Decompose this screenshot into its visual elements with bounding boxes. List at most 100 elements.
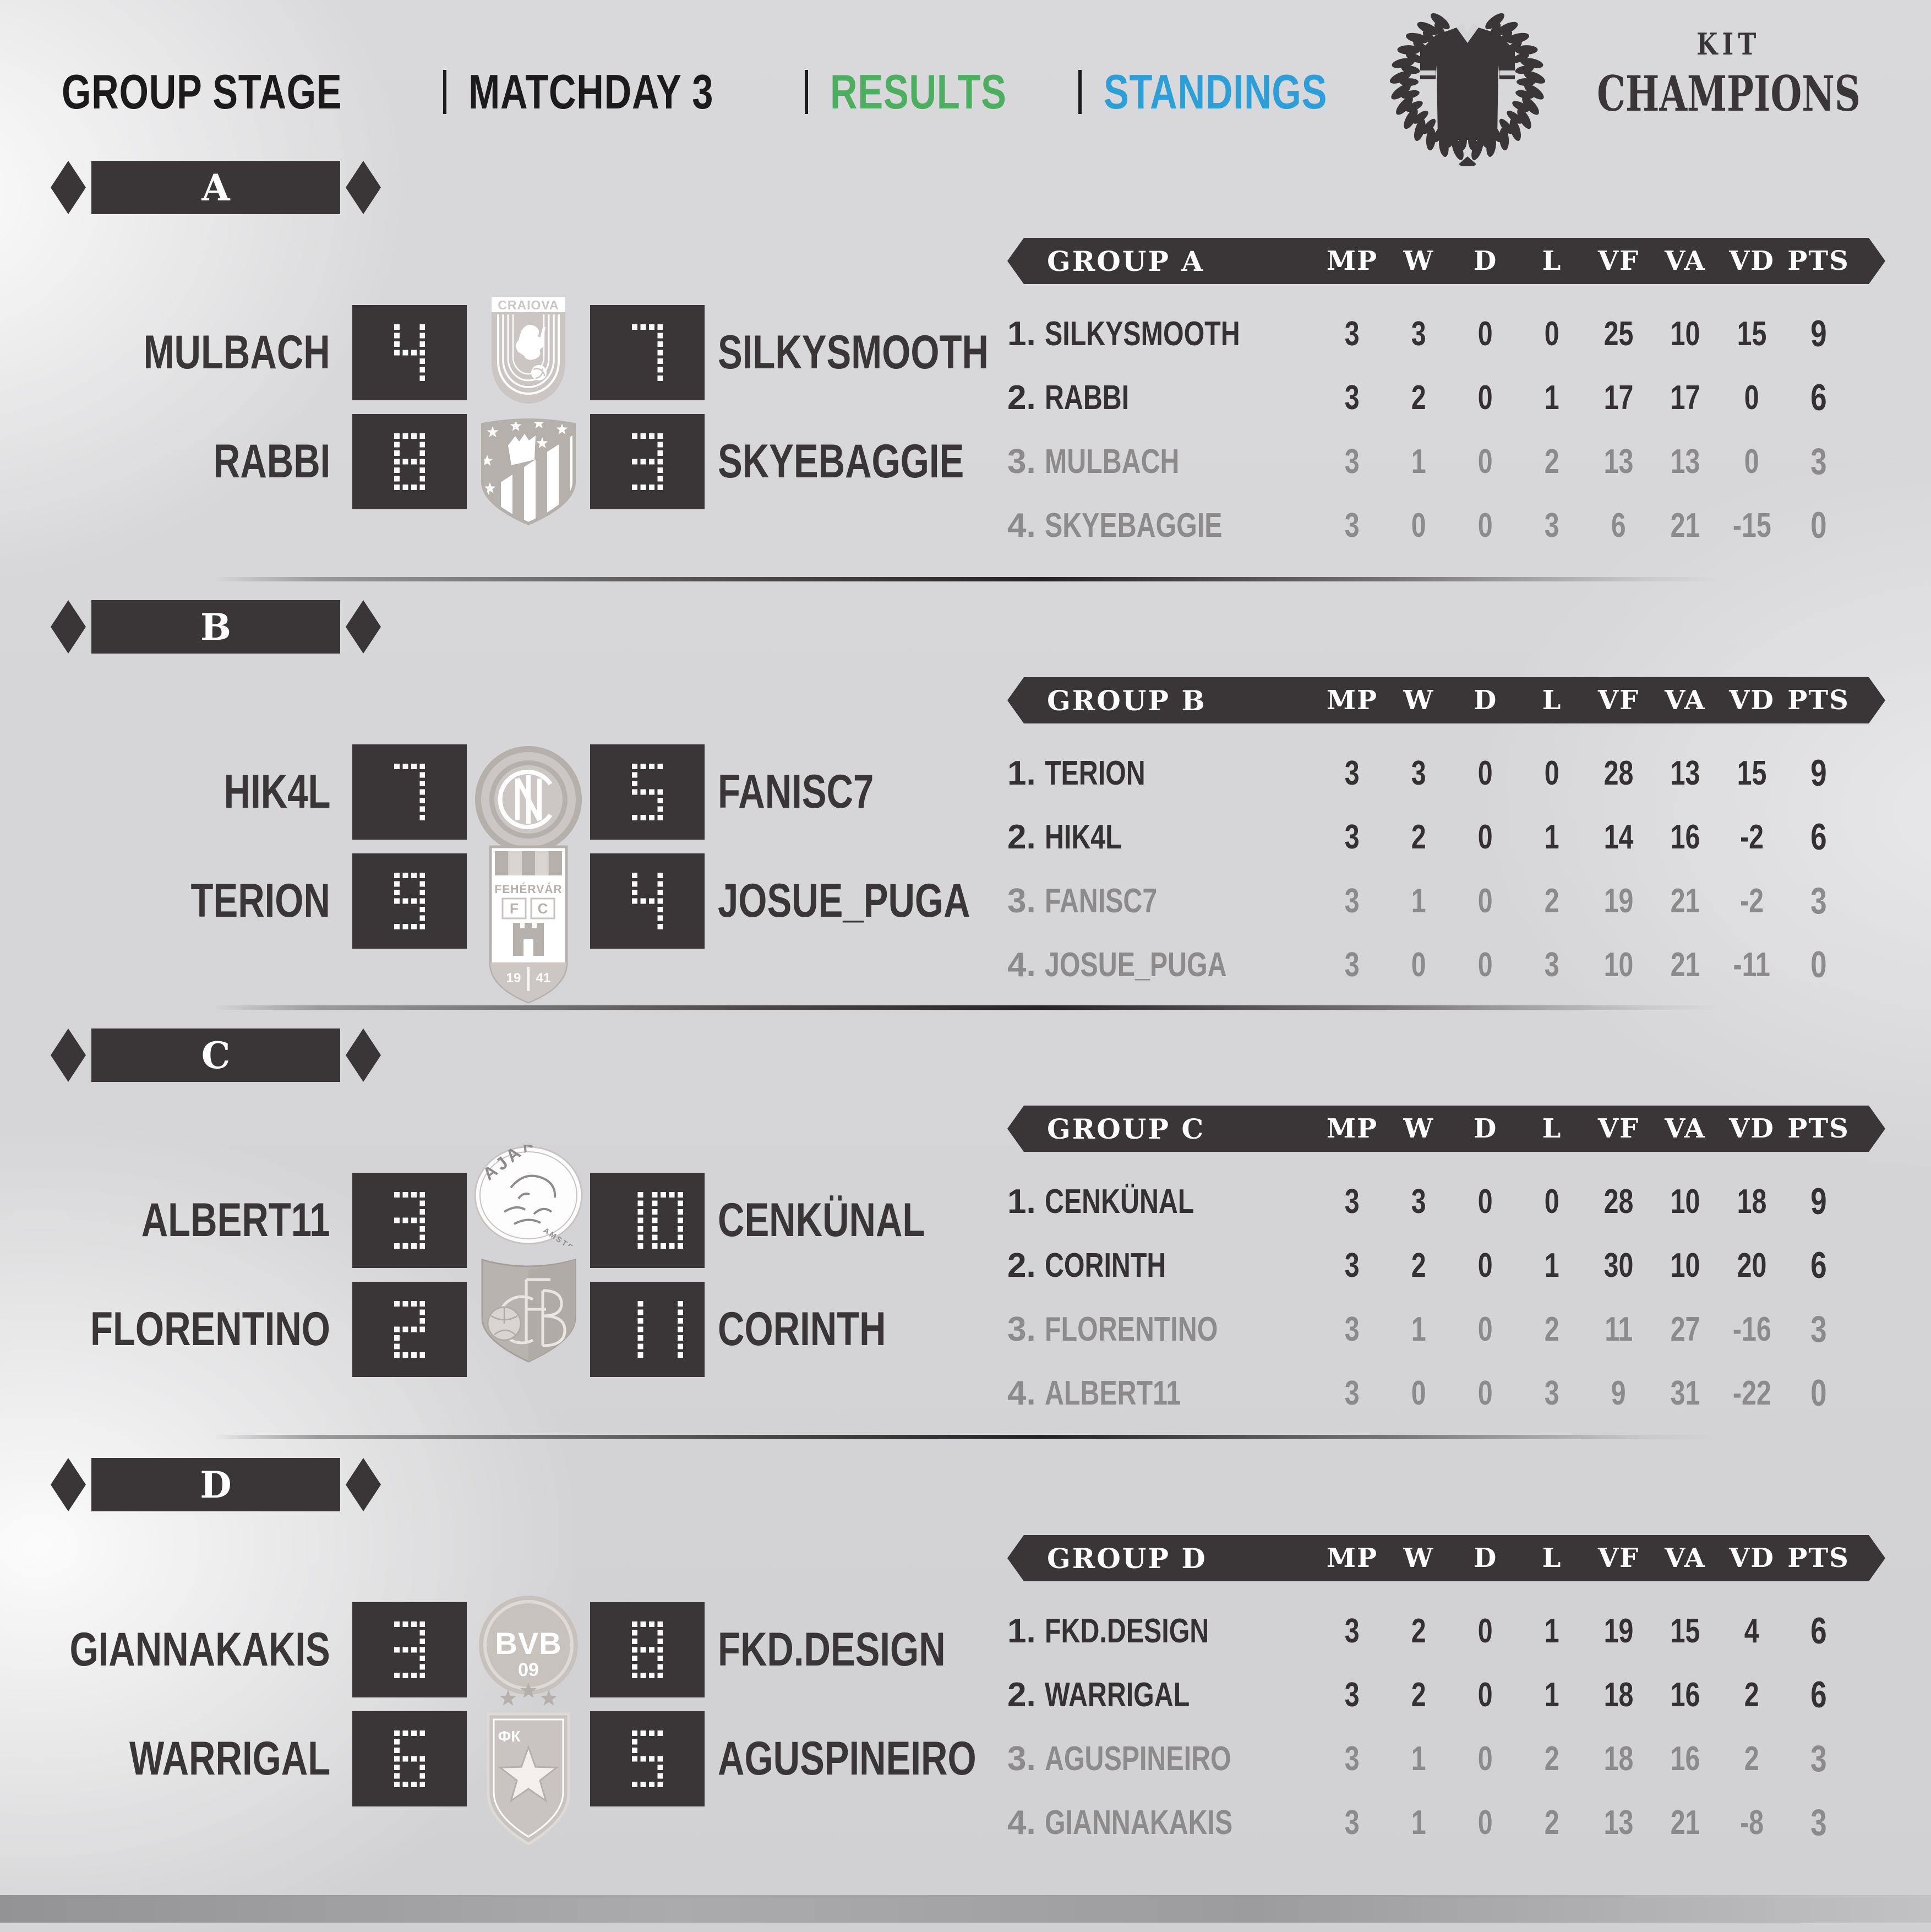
standings-row: 2. RABBI 3 2 0 1 17 17 0 6 <box>1007 375 1885 420</box>
standings-header: GROUP A MP W D L VF VA VD PTS <box>1007 238 1885 284</box>
svg-text:FEHÉRVÁR: FEHÉRVÁR <box>494 883 562 896</box>
col-header-pts: PTS <box>1787 1113 1850 1144</box>
svg-text:ФК: ФК <box>498 1728 521 1745</box>
col-header-w: W <box>1403 685 1434 716</box>
team-name: SKYEBAGGIE <box>1044 506 1223 545</box>
away-score-box <box>590 853 705 949</box>
match-row: FLORENTINO CORINTH <box>0 1259 1046 1377</box>
rank-label: 1. <box>1007 314 1036 353</box>
stat-l: 0 <box>1545 314 1559 353</box>
home-team-name: MULBACH <box>143 326 330 379</box>
stat-w: 1 <box>1411 1803 1426 1842</box>
stat-d: 0 <box>1478 754 1493 792</box>
team-name: HIK4L <box>1044 818 1122 856</box>
stat-vf: 25 <box>1603 314 1634 353</box>
home-team-name: GIANNAKAKIS <box>69 1623 330 1676</box>
home-team: ALBERT11 <box>0 1173 330 1268</box>
tab-standings[interactable]: STANDINGS <box>1104 64 1390 120</box>
stat-l: 0 <box>1545 754 1559 792</box>
stat-d: 0 <box>1478 1374 1493 1412</box>
stat-pts: 9 <box>1810 1180 1827 1222</box>
stat-l: 1 <box>1545 1246 1559 1285</box>
team-cell: 4. ALBERT11 <box>1007 1374 1319 1413</box>
team-name: JOSUE_PUGA <box>1044 945 1227 984</box>
team-cell: 1. SILKYSMOOTH <box>1007 314 1319 353</box>
standings-row: 1. SILKYSMOOTH 3 3 0 0 25 10 15 9 <box>1007 312 1885 356</box>
banner-bar: B <box>91 600 340 654</box>
team-name: FANISC7 <box>1044 881 1157 920</box>
stat-va: 21 <box>1670 881 1700 920</box>
svg-text:CRAIOVA: CRAIOVA <box>498 298 559 312</box>
stat-w: 1 <box>1411 442 1426 481</box>
stat-vd: -2 <box>1739 881 1764 920</box>
home-score-box <box>352 1282 467 1377</box>
away-score-box <box>590 1282 705 1377</box>
stat-vd: 4 <box>1744 1612 1759 1650</box>
stat-l: 1 <box>1545 1675 1559 1714</box>
home-team: RABBI <box>0 414 330 509</box>
rank-label: 2. <box>1007 1675 1036 1714</box>
home-team-name: TERION <box>190 874 330 927</box>
stat-d: 0 <box>1478 1310 1493 1348</box>
stat-w: 2 <box>1411 1612 1426 1650</box>
club-badge: ФК <box>467 1681 590 1846</box>
banner-tip-icon <box>346 1028 381 1082</box>
standings-table: GROUP B MP W D L VF VA VD PTS 1. TERION … <box>1007 677 1885 987</box>
stat-mp: 3 <box>1345 314 1360 353</box>
team-name: CENKÜNAL <box>1044 1182 1194 1221</box>
svg-text:C: C <box>538 900 548 917</box>
stat-pts: 0 <box>1810 504 1827 546</box>
col-header-d: D <box>1473 1113 1498 1144</box>
stat-w: 3 <box>1411 1182 1426 1221</box>
stat-d: 0 <box>1478 881 1493 920</box>
col-header-w: W <box>1403 246 1434 276</box>
stat-w: 0 <box>1411 945 1426 984</box>
tab-results-label: RESULTS <box>830 64 1007 119</box>
stat-w: 2 <box>1411 1675 1426 1714</box>
group-letter: D <box>200 1463 232 1506</box>
stat-l: 1 <box>1545 1612 1559 1650</box>
team-name: FKD.DESIGN <box>1044 1612 1209 1650</box>
stat-pts: 6 <box>1810 1610 1827 1652</box>
stat-va: 13 <box>1670 754 1700 792</box>
home-team-name: HIK4L <box>223 765 330 818</box>
stat-vf: 28 <box>1603 1182 1634 1221</box>
team-cell: 2. CORINTH <box>1007 1246 1319 1285</box>
standings-table: GROUP D MP W D L VF VA VD PTS 1. FKD.DES… <box>1007 1535 1885 1844</box>
stat-d: 0 <box>1478 442 1493 481</box>
group-section-c: C ALBERT11 AJAX AMSTERDAM CENKÜNAL FLORE… <box>0 1028 1931 1458</box>
stat-vf: 18 <box>1603 1675 1634 1714</box>
col-header-w: W <box>1403 1543 1434 1574</box>
away-team-name: CENKÜNAL <box>718 1194 925 1247</box>
tab-results[interactable]: RESULTS <box>830 64 1056 120</box>
col-header-va: VA <box>1665 1543 1706 1574</box>
standings-header: GROUP D MP W D L VF VA VD PTS <box>1007 1535 1885 1581</box>
home-team: GIANNAKAKIS <box>0 1602 330 1697</box>
stat-l: 1 <box>1545 818 1559 856</box>
col-header-va: VA <box>1665 1113 1706 1144</box>
stat-vf: 11 <box>1604 1310 1633 1348</box>
score-digits <box>631 1621 663 1678</box>
stat-va: 10 <box>1670 1182 1700 1221</box>
stat-vf: 13 <box>1603 1803 1634 1842</box>
standings-row: 3. FANISC7 3 1 0 2 19 21 -2 3 <box>1007 879 1885 923</box>
score-digits <box>637 1192 683 1249</box>
group-letter: C <box>201 1033 231 1077</box>
col-header-pts: PTS <box>1787 246 1850 276</box>
team-name: CORINTH <box>1044 1246 1166 1285</box>
svg-text:19: 19 <box>506 971 521 986</box>
stat-mp: 3 <box>1345 1739 1360 1778</box>
stat-vd: -22 <box>1732 1374 1771 1412</box>
group-section-a: A MULBACH CRAIOVA SILKYSMOOTH RABBI <box>0 161 1931 590</box>
stat-pts: 6 <box>1810 1244 1827 1286</box>
rank-label: 4. <box>1007 1374 1036 1412</box>
team-name: RABBI <box>1044 378 1129 417</box>
home-team-name: WARRIGAL <box>129 1732 330 1785</box>
stat-vd: 20 <box>1737 1246 1767 1285</box>
team-cell: 4. GIANNAKAKIS <box>1007 1803 1319 1842</box>
home-score-box <box>352 305 467 400</box>
away-team-name: AGUSPINEIRO <box>718 1732 977 1785</box>
away-team: AGUSPINEIRO <box>718 1711 1543 1806</box>
away-team-name: SILKYSMOOTH <box>718 326 989 379</box>
col-header-vf: VF <box>1597 246 1640 276</box>
